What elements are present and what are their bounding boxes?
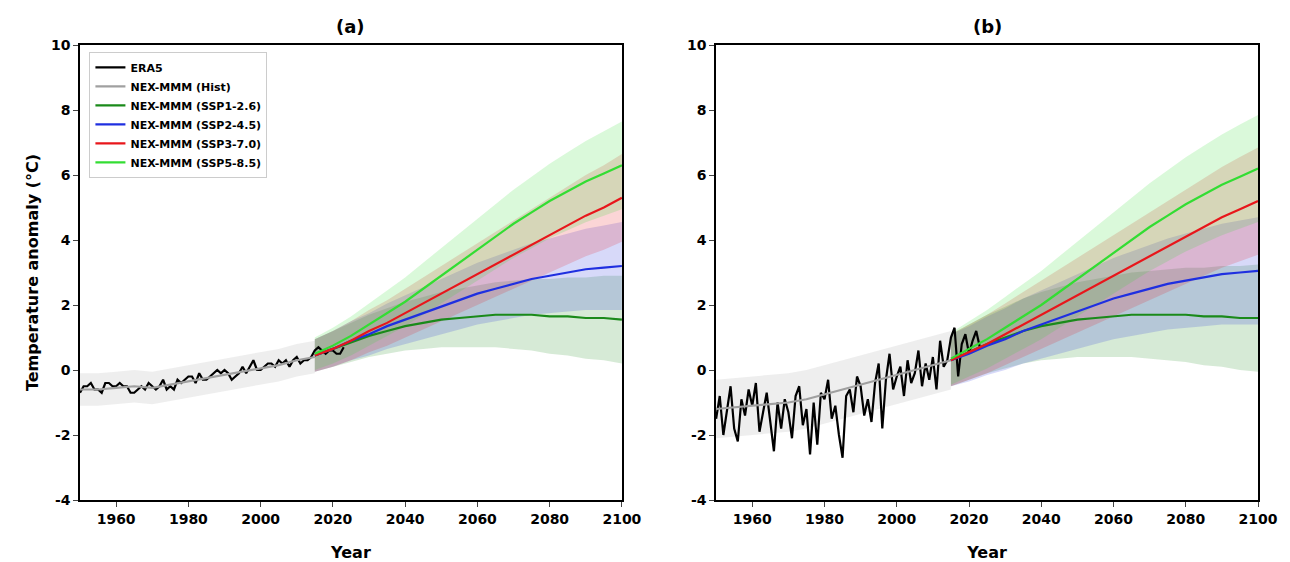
svg-text:Temperature anomaly (°C): Temperature anomaly (°C) bbox=[23, 154, 42, 391]
svg-text:10: 10 bbox=[51, 37, 71, 53]
svg-text:1960: 1960 bbox=[97, 511, 136, 527]
svg-text:2000: 2000 bbox=[877, 511, 916, 527]
svg-text:NEX-MMM (Hist): NEX-MMM (Hist) bbox=[130, 81, 230, 94]
svg-text:NEX-MMM (SSP3-7.0): NEX-MMM (SSP3-7.0) bbox=[130, 138, 261, 151]
svg-text:2060: 2060 bbox=[1094, 511, 1133, 527]
svg-text:-4: -4 bbox=[691, 492, 707, 508]
svg-text:1980: 1980 bbox=[169, 511, 208, 527]
svg-text:(b): (b) bbox=[973, 16, 1002, 37]
svg-text:ERA5: ERA5 bbox=[130, 62, 162, 75]
svg-text:2: 2 bbox=[697, 297, 707, 313]
svg-text:-2: -2 bbox=[55, 427, 71, 443]
svg-text:2: 2 bbox=[61, 297, 71, 313]
svg-text:1960: 1960 bbox=[733, 511, 772, 527]
svg-text:-2: -2 bbox=[691, 427, 707, 443]
svg-text:2080: 2080 bbox=[530, 511, 569, 527]
svg-text:0: 0 bbox=[61, 362, 71, 378]
svg-text:2100: 2100 bbox=[1239, 511, 1278, 527]
svg-text:6: 6 bbox=[61, 167, 71, 183]
svg-text:2040: 2040 bbox=[1022, 511, 1061, 527]
svg-text:1980: 1980 bbox=[805, 511, 844, 527]
svg-text:(a): (a) bbox=[336, 16, 365, 37]
svg-text:2020: 2020 bbox=[950, 511, 989, 527]
svg-text:Year: Year bbox=[330, 543, 371, 562]
svg-text:2060: 2060 bbox=[458, 511, 497, 527]
svg-text:Year: Year bbox=[966, 543, 1007, 562]
svg-text:8: 8 bbox=[61, 102, 71, 118]
svg-text:4: 4 bbox=[697, 232, 707, 248]
svg-text:10: 10 bbox=[687, 37, 707, 53]
svg-text:NEX-MMM (SSP5-8.5): NEX-MMM (SSP5-8.5) bbox=[130, 157, 261, 170]
svg-text:-4: -4 bbox=[55, 492, 71, 508]
svg-text:4: 4 bbox=[61, 232, 71, 248]
svg-text:0: 0 bbox=[697, 362, 707, 378]
svg-text:NEX-MMM (SSP2-4.5): NEX-MMM (SSP2-4.5) bbox=[130, 119, 261, 132]
svg-text:2080: 2080 bbox=[1166, 511, 1205, 527]
svg-text:2040: 2040 bbox=[386, 511, 425, 527]
svg-text:2020: 2020 bbox=[313, 511, 352, 527]
svg-text:6: 6 bbox=[697, 167, 707, 183]
svg-text:8: 8 bbox=[697, 102, 707, 118]
svg-text:2100: 2100 bbox=[602, 511, 641, 527]
svg-text:NEX-MMM (SSP1-2.6): NEX-MMM (SSP1-2.6) bbox=[130, 100, 261, 113]
svg-text:2000: 2000 bbox=[241, 511, 280, 527]
